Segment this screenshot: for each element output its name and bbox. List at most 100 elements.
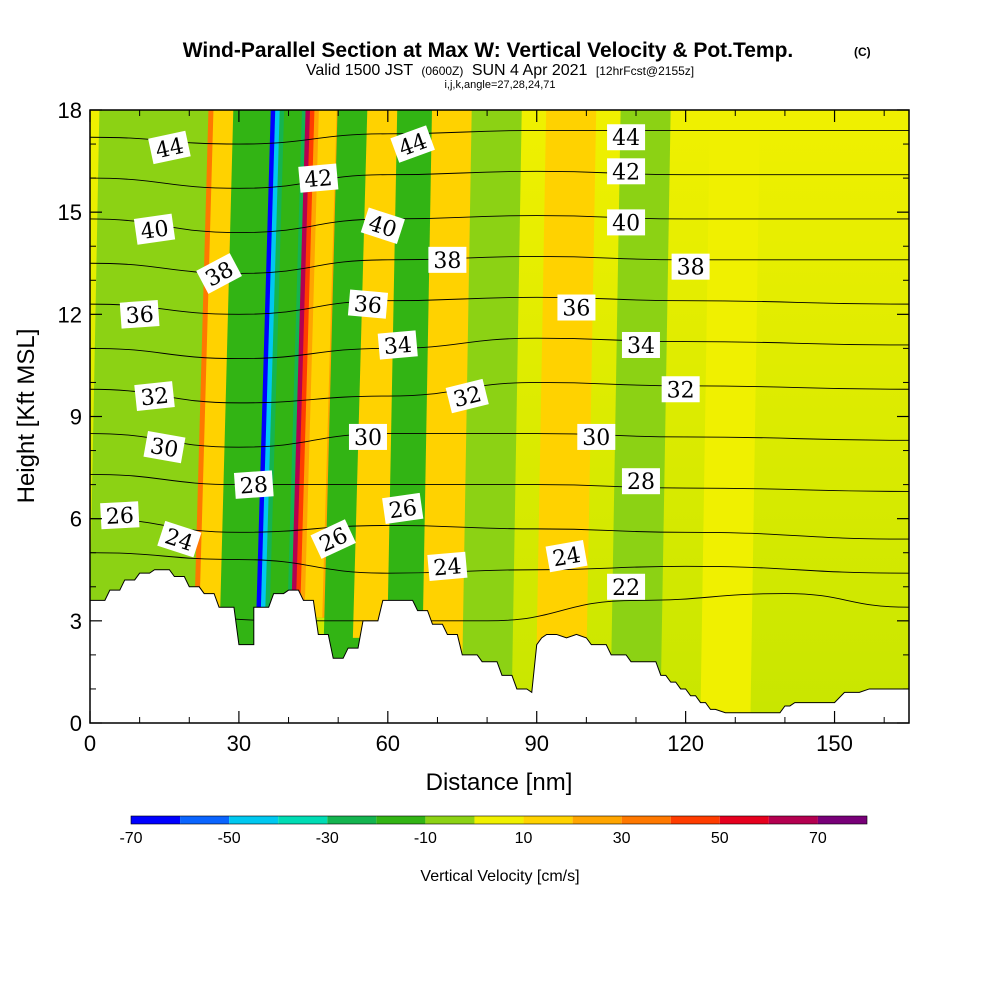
contour-label-text: 30: [582, 426, 610, 451]
contour-label-32: 32: [661, 376, 700, 403]
theta-contour-34: [90, 337, 909, 360]
contour-label-text: 26: [387, 496, 418, 525]
contour-label-box: [390, 125, 435, 163]
colorbar-swatch: [523, 816, 573, 824]
subtitle-valid: Valid 1500 JST: [306, 62, 414, 79]
colorbar-swatch: [719, 816, 769, 824]
colorbar-swatch: [572, 816, 622, 824]
contour-label-box: [428, 246, 467, 273]
theta-contour-42: [90, 170, 909, 189]
contour-label-text: 34: [383, 333, 413, 360]
colorbar-tick-label: 50: [711, 830, 729, 847]
contour-label-box: [298, 163, 339, 193]
x-tick-label: 60: [376, 731, 400, 756]
colorbar-swatch: [474, 816, 524, 824]
contour-label-30: 30: [143, 431, 186, 464]
y-axis-label: Height [Kft MSL]: [13, 329, 40, 504]
colorbar-swatch: [327, 816, 377, 824]
contour-label-text: 42: [303, 166, 333, 193]
contour-label-24: 24: [427, 551, 468, 582]
contour-label-36: 36: [347, 289, 389, 319]
contour-label-box: [427, 551, 468, 581]
contour-label-box: [545, 540, 588, 573]
colorbar-swatch: [670, 816, 720, 824]
contour-label-38: 38: [428, 246, 467, 274]
contour-label-text: 44: [153, 134, 186, 164]
colorbar-tick-label: -50: [218, 830, 241, 847]
contour-label-42: 42: [298, 163, 339, 193]
theta-contour-28: [90, 473, 909, 492]
w-band-14-0: [700, 110, 761, 723]
contour-label-box: [119, 300, 160, 329]
y-tick-label: 9: [70, 405, 82, 430]
contour-label-28: 28: [621, 468, 660, 495]
contour-label-box: [347, 289, 389, 319]
colorbar-swatch: [278, 816, 328, 824]
contour-label-box: [607, 124, 646, 151]
colorbar-tick-label: 70: [809, 830, 827, 847]
contour-label-box: [143, 431, 186, 464]
contour-label-text: 36: [562, 297, 590, 322]
colorbar-swatch: [229, 816, 279, 824]
theta-contour-44: [90, 129, 909, 145]
colorbar-label: Vertical Velocity [cm/s]: [420, 868, 579, 885]
chart-subtitle-indices: i,j,k,angle=27,28,24,71: [444, 79, 555, 91]
contour-label-text: 28: [627, 470, 655, 495]
contour-label-box: [310, 519, 356, 559]
theta-contour-24: [90, 552, 909, 574]
contour-label-box: [607, 158, 646, 185]
contour-label-box: [148, 130, 191, 165]
contour-label-box: [134, 381, 175, 411]
contour-label-40: 40: [607, 209, 646, 236]
contour-label-box: [621, 468, 660, 495]
colorbar-tick-label: 30: [613, 830, 631, 847]
chart-title-mark: (C): [854, 45, 871, 59]
y-tick-label: 18: [58, 98, 82, 123]
contour-label-text: 34: [627, 334, 655, 359]
contour-label-text: 40: [139, 216, 170, 245]
subtitle-utc: (0600Z): [421, 64, 463, 78]
colorbar: -70 -50 -30 -10 10 30 50 70: [119, 815, 868, 847]
chart-subtitle: Valid 1500 JST (0600Z) SUN 4 Apr 2021 [1…: [306, 62, 694, 79]
contour-label-text: 40: [612, 211, 640, 236]
contour-label-box: [671, 253, 710, 280]
terrain: [90, 569, 909, 723]
contour-label-34: 34: [377, 330, 418, 360]
contour-label-28: 28: [233, 470, 274, 500]
colorbar-frame: [130, 815, 868, 825]
y-tick-label: 12: [58, 302, 82, 327]
w-band-5-3: [269, 110, 302, 611]
colorbar-tick-label: -30: [316, 830, 339, 847]
contour-label-text: 22: [612, 576, 640, 601]
theta-contour-40: [90, 215, 909, 234]
contour-label-24: 24: [545, 540, 588, 573]
y-tick-label: 0: [70, 711, 82, 736]
contour-label-box: [133, 213, 176, 245]
contour-label-text: 30: [148, 434, 180, 463]
contour-label-44: 44: [607, 124, 646, 151]
contour-label-text: 38: [433, 249, 461, 274]
colorbar-swatch: [180, 816, 230, 824]
contour-label-32: 32: [134, 381, 175, 412]
colorbar-swatch: [376, 816, 426, 824]
contour-label-text: 32: [139, 384, 169, 412]
contour-label-42: 42: [607, 158, 646, 185]
x-tick-label: 120: [667, 731, 704, 756]
contour-label-26: 26: [100, 501, 140, 530]
subtitle-forecast: [12hrFcst@2155z]: [596, 64, 694, 78]
contour-label-box: [382, 492, 424, 524]
contour-label-box: [348, 423, 387, 450]
contour-label-30: 30: [348, 423, 387, 451]
contour-label-text: 38: [677, 256, 705, 281]
colorbar-tick-label: -70: [119, 830, 142, 847]
contour-label-box: [557, 294, 596, 321]
contour-label-38: 38: [671, 253, 710, 281]
theta-contour-36: [90, 296, 909, 315]
colorbar-swatch: [131, 816, 181, 824]
contour-label-text: 24: [432, 554, 462, 581]
contour-label-box: [157, 520, 202, 558]
contour-label-box: [377, 330, 418, 360]
